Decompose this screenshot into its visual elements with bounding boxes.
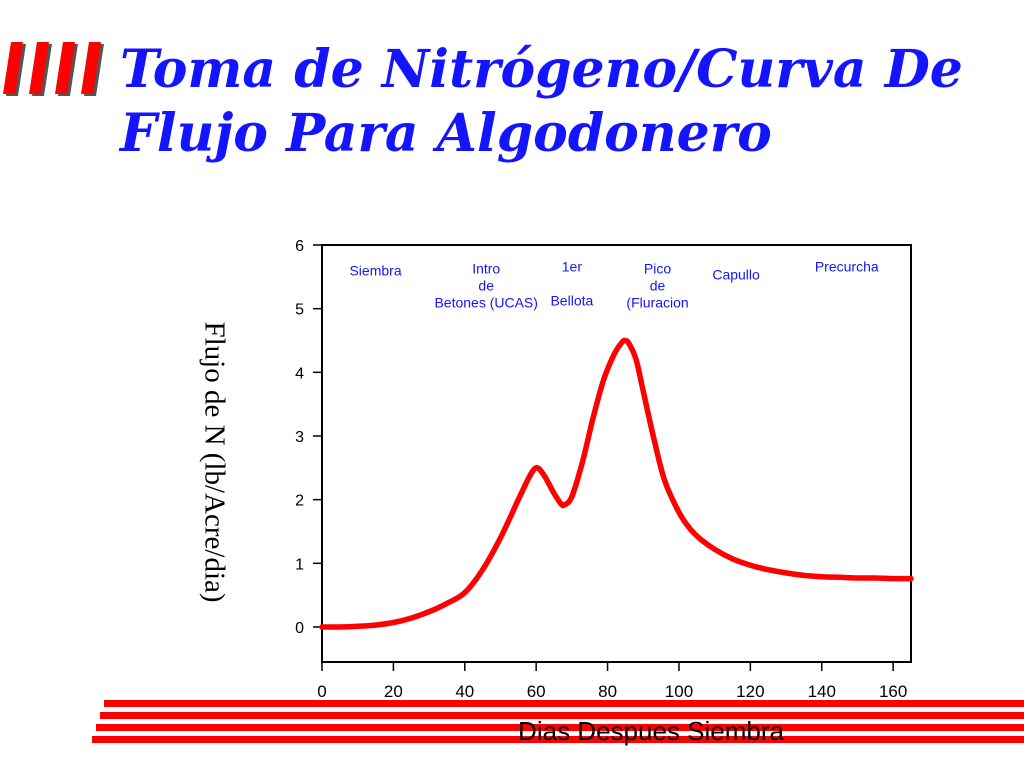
- stage-annotation: de: [650, 278, 666, 294]
- stage-annotation: Precurcha: [815, 259, 879, 275]
- bullet-bar: [3, 42, 23, 94]
- stage-annotation: Betones (UCAS): [434, 295, 537, 311]
- x-tick-label: 0: [317, 682, 326, 701]
- nitrogen-flow-line: [319, 337, 914, 630]
- x-tick-label: 160: [879, 682, 907, 701]
- stripe: [104, 700, 1024, 707]
- stage-annotation: (Fluracion: [626, 295, 688, 311]
- y-tick-label: 3: [295, 429, 304, 446]
- y-tick-label: 1: [295, 556, 304, 573]
- stage-annotation: de: [478, 278, 494, 294]
- stage-annotation: 1er: [562, 259, 583, 275]
- x-tick-label: 60: [527, 682, 546, 701]
- x-axis-label: Dias Despues Siembra: [518, 716, 784, 746]
- x-tick-label: 80: [598, 682, 617, 701]
- x-tick-label: 100: [665, 682, 693, 701]
- plot-frame: [321, 244, 912, 663]
- stage-annotation: Intro: [472, 261, 500, 277]
- bullet-bar: [29, 42, 49, 94]
- y-tick-label: 0: [295, 620, 304, 637]
- y-tick-label: 2: [295, 493, 304, 510]
- bullet-bar: [55, 42, 75, 94]
- stripe: [100, 712, 1024, 719]
- stage-annotation: Pico: [644, 261, 671, 277]
- stage-annotation: Siembra: [349, 263, 401, 279]
- stage-annotation: Bellota: [550, 293, 593, 309]
- x-tick-label: 20: [384, 682, 403, 701]
- y-tick-label: 4: [295, 365, 304, 382]
- x-tick-label: 40: [455, 682, 474, 701]
- y-tick-label: 6: [295, 238, 304, 255]
- stage-annotation: Capullo: [712, 266, 760, 282]
- y-tick-label: 5: [295, 302, 304, 319]
- slide-title: Toma de Nitrógeno/Curva De Flujo Para Al…: [120, 38, 1000, 166]
- x-tick-label: 140: [808, 682, 836, 701]
- title-line-1: Toma de Nitrógeno/Curva De: [120, 39, 963, 100]
- title-line-2: Flujo Para Algodonero: [120, 103, 772, 164]
- stripe: [96, 724, 1024, 731]
- bullet-bar: [81, 42, 101, 94]
- x-tick-label: 120: [736, 682, 764, 701]
- stripe: [92, 736, 1024, 743]
